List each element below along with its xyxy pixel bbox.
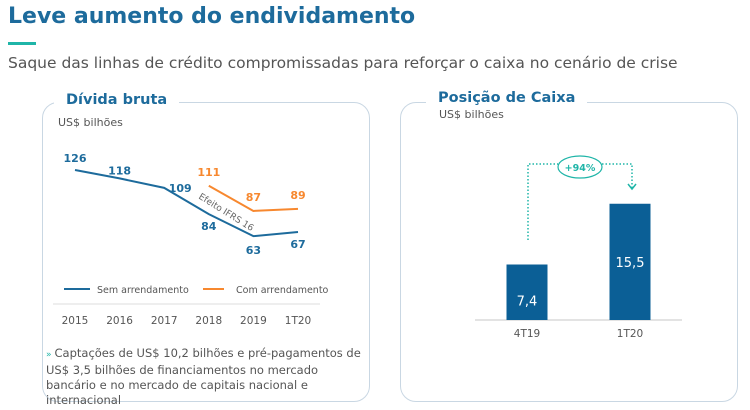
debt-unit: US$ bilhões xyxy=(58,116,123,129)
x-tick-label: 2017 xyxy=(151,315,178,327)
growth-badge xyxy=(557,155,603,179)
chevron-icon: » xyxy=(46,350,52,360)
note-text: Captações de US$ 10,2 bilhões e pré-paga… xyxy=(46,346,361,407)
x-tick-label: 4T19 xyxy=(514,328,540,340)
note-bullet: » Captações de US$ 10,2 bilhões e pré-pag… xyxy=(46,346,366,408)
x-tick-label: 2016 xyxy=(106,315,133,327)
legend-label-1: Com arrendamento xyxy=(236,285,329,296)
arrow-down-icon xyxy=(627,183,637,191)
debt-chart-title: Dívida bruta xyxy=(54,92,180,108)
cash-chart-title: Posição de Caixa xyxy=(426,90,588,106)
bar-value-label: 15,5 xyxy=(616,256,645,271)
data-label: 126 xyxy=(64,152,87,165)
page-title: Leve aumento do endividamento xyxy=(8,4,416,29)
x-tick-label: 2018 xyxy=(195,315,222,327)
data-label: 63 xyxy=(246,244,261,257)
data-label: 87 xyxy=(246,191,261,204)
x-tick-label: 2015 xyxy=(62,315,89,327)
bar-4T19 xyxy=(506,264,548,320)
page-subtitle: Saque das linhas de crédito compromissad… xyxy=(8,54,678,72)
series-line-1 xyxy=(208,184,299,212)
bar-1T20 xyxy=(609,203,651,320)
growth-bracket-right xyxy=(602,163,633,188)
title-accent-dash xyxy=(8,42,36,45)
data-label: 109 xyxy=(169,182,192,195)
legend-label-0: Sem arrendamento xyxy=(97,285,189,296)
data-label: 111 xyxy=(197,166,220,179)
growth-bracket-left xyxy=(527,163,558,240)
data-label: 84 xyxy=(201,220,217,233)
data-label: 118 xyxy=(108,164,131,177)
bar-value-label: 7,4 xyxy=(517,294,538,309)
series-line-0 xyxy=(74,169,299,238)
debt-panel xyxy=(42,102,370,402)
data-label: 67 xyxy=(290,238,305,251)
x-tick-label: 1T20 xyxy=(285,315,311,327)
x-tick-label: 1T20 xyxy=(617,328,643,340)
x-tick-label: 2019 xyxy=(240,315,267,327)
cash-unit: US$ bilhões xyxy=(439,108,504,121)
data-label: 89 xyxy=(290,189,305,202)
growth-label: +94% xyxy=(565,163,596,174)
